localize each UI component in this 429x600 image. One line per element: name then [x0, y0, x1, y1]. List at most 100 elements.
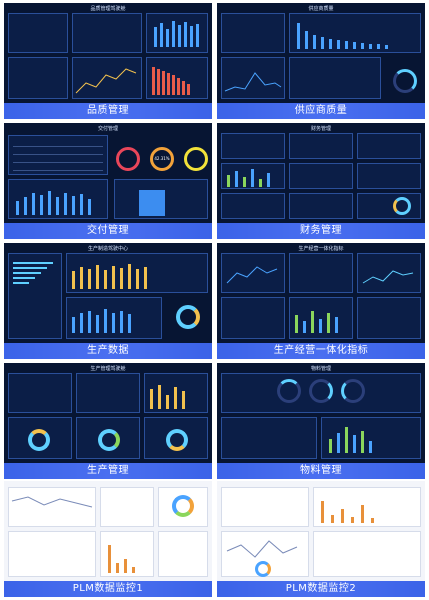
- tile-header: 财务管理: [310, 126, 331, 132]
- gauge: [116, 147, 140, 171]
- line-chart: [11, 496, 93, 508]
- tile-caption: 交付管理: [4, 223, 212, 239]
- tile-supply[interactable]: 供应商质量 供应商质量: [217, 3, 425, 119]
- panel: [76, 373, 140, 413]
- tile-header: 物料管理: [310, 366, 331, 372]
- line-chart: [224, 72, 282, 92]
- tile-delivery[interactable]: 交付管理 42.31% 交付管理: [4, 123, 212, 239]
- tile-quality[interactable]: 品质管理驾驶舱 品质管理: [4, 3, 212, 119]
- panel: [221, 57, 285, 99]
- plm2-thumbnail: [217, 481, 425, 581]
- bar-group: [150, 379, 204, 409]
- line-chart: [226, 266, 414, 284]
- panel: [221, 133, 285, 159]
- bar-group: [72, 303, 158, 333]
- panel: [8, 373, 72, 413]
- tile-caption: PLM数据监控1: [4, 581, 212, 597]
- panel: [8, 135, 108, 175]
- bar-group: [72, 259, 202, 289]
- panel: [221, 13, 285, 53]
- tile-header: 生产制造驾驶中心: [87, 246, 128, 252]
- panel: [313, 531, 421, 577]
- line-chart: [75, 68, 137, 94]
- gauge: [393, 69, 417, 93]
- bar-group: [321, 493, 417, 523]
- panel: [8, 57, 68, 99]
- tile-caption: 生产经营一体化指标: [217, 343, 425, 359]
- gauge: [184, 147, 208, 171]
- donut: [176, 305, 200, 329]
- tile-operations[interactable]: 生产经营一体化指标 生产经营一体化指标: [217, 243, 425, 359]
- tile-header: 品质管理驾驶舱: [90, 6, 126, 12]
- tile-header: 供应商质量: [308, 6, 334, 12]
- panel: [289, 133, 353, 159]
- gauge-value: 42.31%: [154, 156, 170, 161]
- panel: [8, 253, 62, 339]
- panel: [357, 297, 421, 339]
- bar-group: [295, 303, 349, 333]
- tile-caption: 生产数据: [4, 343, 212, 359]
- tile-production-data[interactable]: 生产制造驾驶中心: [4, 243, 212, 359]
- donut: [172, 495, 194, 517]
- panel: [72, 57, 142, 99]
- tile-caption: 生产管理: [4, 463, 212, 479]
- tile-caption: 品质管理: [4, 103, 212, 119]
- bar-group: [329, 423, 419, 453]
- panel: [158, 531, 208, 577]
- tile-caption: 物料管理: [217, 463, 425, 479]
- panel: [289, 57, 381, 99]
- panel: [289, 193, 353, 219]
- tile-caption: 供应商质量: [217, 103, 425, 119]
- panel: [357, 133, 421, 159]
- panel: [221, 253, 285, 293]
- panel: [289, 163, 353, 189]
- bar-group: [227, 167, 281, 187]
- tile-header: 交付管理: [97, 126, 118, 132]
- tile-caption: PLM数据监控2: [217, 581, 425, 597]
- production-data-thumbnail: 生产制造驾驶中心: [4, 243, 212, 343]
- panel: [357, 253, 421, 293]
- panel: [100, 487, 154, 527]
- finance-dashboard-thumbnail: 财务管理: [217, 123, 425, 223]
- panel: [72, 13, 142, 53]
- tile-caption: 财务管理: [217, 223, 425, 239]
- panel: [8, 487, 96, 527]
- gauge: [341, 379, 365, 403]
- tile-materials[interactable]: 物料管理 物料管理: [217, 363, 425, 479]
- bar-group: [108, 539, 152, 573]
- tile-production-mgmt[interactable]: 生产管理驾驶舱 生产管理: [4, 363, 212, 479]
- panel: [8, 13, 68, 53]
- materials-thumbnail: 物料管理: [217, 363, 425, 463]
- panel: [221, 193, 285, 219]
- panel: [357, 163, 421, 189]
- supply-dashboard-thumbnail: 供应商质量: [217, 3, 425, 103]
- operations-thumbnail: 生产经营一体化指标: [217, 243, 425, 343]
- donut: [98, 429, 120, 451]
- panel: [221, 487, 309, 527]
- tile-header: 生产经营一体化指标: [298, 246, 344, 252]
- delivery-dashboard-thumbnail: 交付管理 42.31%: [4, 123, 212, 223]
- plm1-thumbnail: [4, 481, 212, 581]
- tile-plm1[interactable]: PLM数据监控1: [4, 481, 212, 597]
- donut: [28, 429, 50, 451]
- tile-finance[interactable]: 财务管理 财务管理: [217, 123, 425, 239]
- bar-group: [152, 65, 206, 95]
- line-chart: [226, 540, 298, 558]
- donut: [393, 197, 411, 215]
- production-mgmt-thumbnail: 生产管理驾驶舱: [4, 363, 212, 463]
- panel: [8, 531, 96, 577]
- gauge: [277, 379, 301, 403]
- bar-group: [16, 185, 106, 215]
- gauge: [309, 379, 333, 403]
- quality-dashboard-thumbnail: 品质管理驾驶舱: [4, 3, 212, 103]
- panel: [221, 417, 317, 459]
- gauge: [150, 147, 174, 171]
- panel: [221, 297, 285, 339]
- panel: [357, 193, 421, 219]
- tile-plm2[interactable]: PLM数据监控2: [217, 481, 425, 597]
- dashboard-gallery: 品质管理驾驶舱 品质管理: [4, 3, 425, 597]
- bar-group: [154, 17, 204, 47]
- donut: [166, 429, 188, 451]
- donut: [255, 561, 271, 577]
- bar-group: [297, 19, 415, 49]
